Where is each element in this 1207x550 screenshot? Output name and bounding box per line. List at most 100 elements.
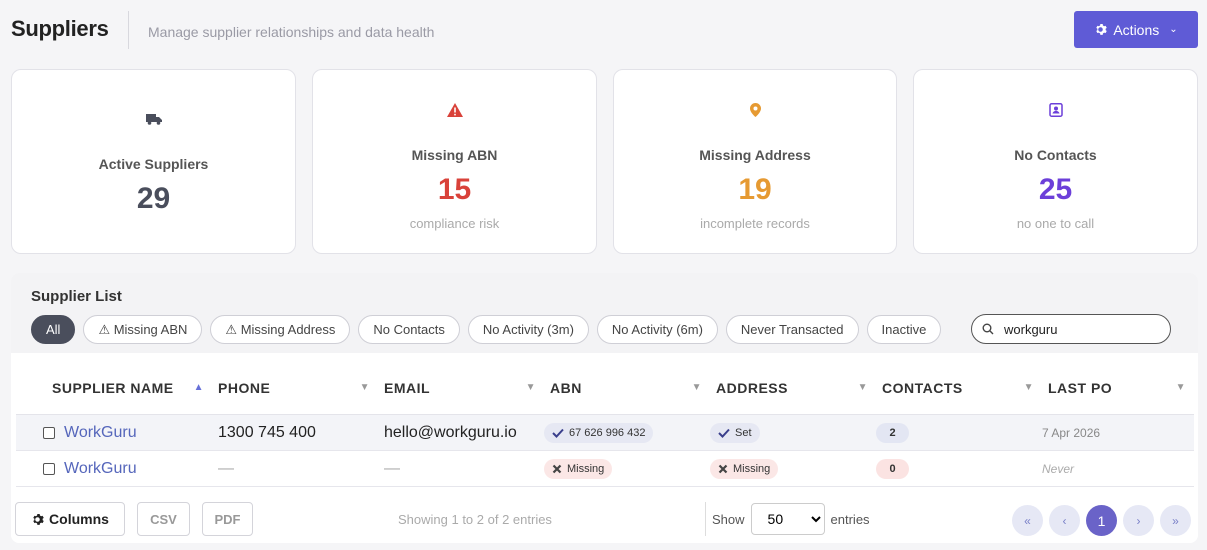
columns-button[interactable]: Columns <box>15 502 125 536</box>
column-last-po[interactable]: LAST PO ▼ <box>1042 361 1194 415</box>
columns-label: Columns <box>49 511 109 527</box>
card-caption: compliance risk <box>409 216 500 231</box>
page-subtitle: Manage supplier relationships and data h… <box>148 24 435 40</box>
card-value: 25 <box>1038 173 1073 206</box>
filter-inactive[interactable]: Inactive <box>866 315 942 344</box>
supplier-list-panel: Supplier List All ⚠ Missing ABN ⚠ Missin… <box>11 273 1198 543</box>
sort-icon: ▼ <box>359 382 370 393</box>
check-icon <box>718 428 730 438</box>
supplier-list-title: Supplier List <box>31 288 122 305</box>
column-label: SUPPLIER NAME <box>52 379 174 396</box>
sort-icon: ▼ <box>1175 382 1186 393</box>
first-page-icon[interactable]: « <box>1012 505 1043 536</box>
column-label: ABN <box>550 379 582 396</box>
card-value: 29 <box>136 182 171 215</box>
card-label: Missing Address <box>699 147 811 163</box>
filter-missing-abn[interactable]: ⚠ Missing ABN <box>83 315 203 344</box>
row-checkbox[interactable] <box>43 462 55 475</box>
filter-all[interactable]: All <box>31 315 76 344</box>
address-badge: Set <box>710 422 760 443</box>
supplier-list-header: Supplier List All ⚠ Missing ABN ⚠ Missin… <box>11 273 1198 353</box>
column-abn[interactable]: ABN ▼ <box>544 361 710 415</box>
contacts-count: 2 <box>876 422 909 443</box>
column-contacts[interactable]: CONTACTS ▼ <box>876 361 1042 415</box>
search-input[interactable] <box>1004 321 1154 337</box>
supplier-name-link[interactable]: WorkGuru <box>64 423 137 441</box>
chevron-down-icon: ⌄ <box>1169 24 1178 35</box>
email-cell: — <box>384 459 400 477</box>
actions-label: Actions <box>1113 21 1160 38</box>
check-icon <box>552 428 564 438</box>
contact-book-icon <box>1036 90 1076 130</box>
sort-asc-icon: ▲ <box>193 382 204 393</box>
supplier-name-link[interactable]: WorkGuru <box>64 459 137 477</box>
column-label: EMAIL <box>384 379 431 396</box>
warning-icon <box>435 90 475 130</box>
card-label: No Contacts <box>1014 147 1097 163</box>
prev-page-icon[interactable]: ‹ <box>1049 505 1080 536</box>
filter-no-activity-6m[interactable]: No Activity (6m) <box>596 315 718 344</box>
table-row: WorkGuru — — Missing Missing 0 Never <box>16 451 1194 487</box>
abn-value: 67 626 996 432 <box>569 426 646 439</box>
entries-label: entries <box>830 511 870 527</box>
card-value: 19 <box>738 173 772 206</box>
card-value: 15 <box>437 173 472 206</box>
address-badge: Missing <box>710 458 779 479</box>
column-phone[interactable]: PHONE ▼ <box>212 361 378 415</box>
actions-button[interactable]: Actions ⌄ <box>1074 11 1198 48</box>
address-value: Missing <box>733 462 771 475</box>
card-label: Active Suppliers <box>98 156 209 172</box>
card-no-contacts: No Contacts 25 no one to call <box>913 69 1198 254</box>
sort-icon: ▼ <box>525 382 536 393</box>
page-size-control: Show 50 entries <box>705 502 870 536</box>
column-email[interactable]: EMAIL ▼ <box>378 361 544 415</box>
last-po-date: Never <box>1042 461 1075 476</box>
sort-icon: ▼ <box>1023 382 1034 393</box>
next-page-icon[interactable]: › <box>1123 505 1154 536</box>
pdf-button[interactable]: PDF <box>202 502 253 536</box>
card-caption: incomplete records <box>700 216 810 231</box>
filter-missing-address[interactable]: ⚠ Missing Address <box>210 315 351 344</box>
supplier-table: SUPPLIER NAME ▲ PHONE ▼ EMAIL ▼ ABN ▼ AD… <box>16 361 1194 487</box>
current-page-button[interactable]: 1 <box>1086 505 1117 536</box>
column-label: PHONE <box>218 379 271 396</box>
table-header: SUPPLIER NAME ▲ PHONE ▼ EMAIL ▼ ABN ▼ AD… <box>16 361 1194 415</box>
address-value: Set <box>735 426 752 439</box>
page-header: Suppliers Manage supplier relationships … <box>0 0 1207 60</box>
column-label: ADDRESS <box>716 379 788 396</box>
card-label: Missing ABN <box>411 147 498 163</box>
truck-icon <box>134 99 174 139</box>
last-po-date: 7 Apr 2026 <box>1042 425 1101 440</box>
csv-button[interactable]: CSV <box>137 502 190 536</box>
page-size-select[interactable]: 50 <box>750 503 825 535</box>
abn-value: Missing <box>567 462 605 475</box>
row-checkbox[interactable] <box>43 426 55 439</box>
email-cell: hello@workguru.io <box>384 423 517 441</box>
abn-badge: Missing <box>544 458 613 479</box>
column-address[interactable]: ADDRESS ▼ <box>710 361 876 415</box>
sort-icon: ▼ <box>857 382 868 393</box>
location-pin-icon <box>735 90 775 130</box>
filter-no-contacts[interactable]: No Contacts <box>358 315 460 344</box>
sort-icon: ▼ <box>691 382 702 393</box>
table-footer: Columns CSV PDF Showing 1 to 2 of 2 entr… <box>11 502 1198 540</box>
table-row: WorkGuru 1300 745 400 hello@workguru.io … <box>16 415 1194 451</box>
cross-icon <box>718 464 728 473</box>
column-label: CONTACTS <box>882 379 963 396</box>
phone-cell: — <box>218 459 234 477</box>
contacts-count: 0 <box>876 458 909 479</box>
showing-entries-text: Showing 1 to 2 of 2 entries <box>398 512 552 527</box>
show-label: Show <box>712 511 745 527</box>
filter-never-transacted[interactable]: Never Transacted <box>725 315 859 344</box>
card-missing-address: Missing Address 19 incomplete records <box>613 69 897 254</box>
column-supplier-name[interactable]: SUPPLIER NAME ▲ <box>16 361 212 415</box>
abn-badge: 67 626 996 432 <box>544 422 654 443</box>
filter-no-activity-3m[interactable]: No Activity (3m) <box>467 315 589 344</box>
filter-bar: All ⚠ Missing ABN ⚠ Missing Address No C… <box>31 315 942 344</box>
card-missing-abn: Missing ABN 15 compliance risk <box>312 69 597 254</box>
card-active-suppliers: Active Suppliers 29 <box>11 69 296 254</box>
pagination: « ‹ 1 › » <box>1012 505 1191 536</box>
last-page-icon[interactable]: » <box>1160 505 1191 536</box>
card-caption: no one to call <box>1016 216 1095 231</box>
gear-icon <box>1096 24 1108 35</box>
